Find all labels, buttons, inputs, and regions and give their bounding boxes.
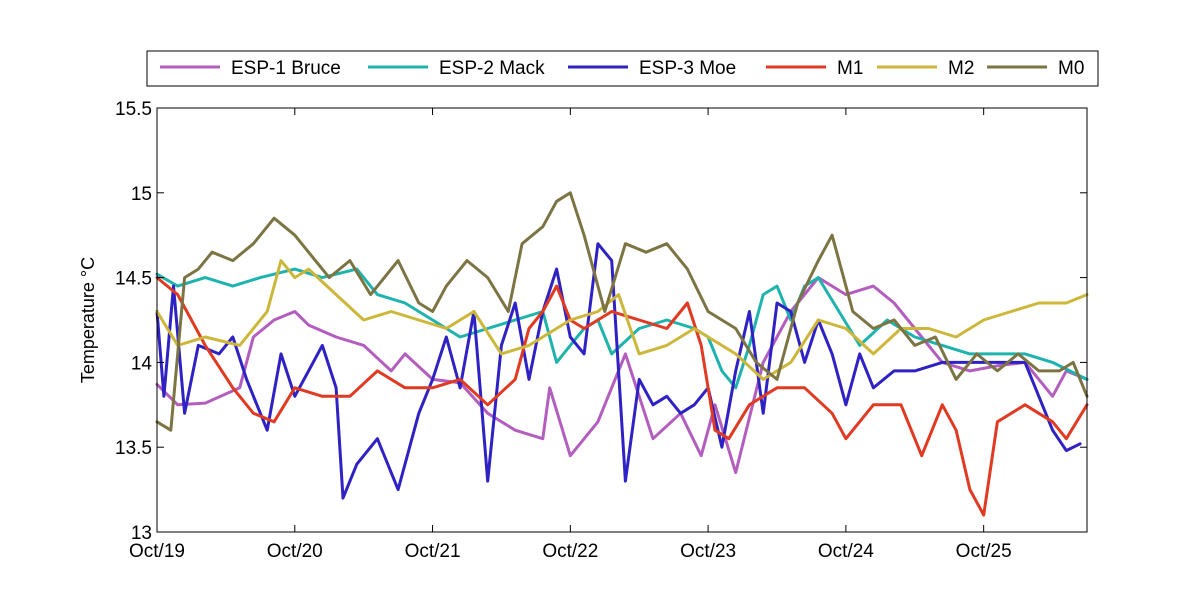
series-line-0 (155, 276, 1089, 475)
legend-label: ESP-2 Mack (439, 58, 545, 79)
y-tick-label: 15.5 (115, 99, 152, 120)
axes-box (156, 107, 1088, 533)
y-tick-label: 15 (131, 184, 152, 205)
legend-label: M0 (1058, 58, 1084, 79)
x-tick-label: Oct/19 (129, 541, 185, 562)
x-tick-label: Oct/25 (956, 541, 1012, 562)
x-tick-label: Oct/21 (405, 541, 461, 562)
x-tick-label: Oct/23 (680, 541, 736, 562)
y-tick-label: 13 (131, 523, 152, 544)
legend: ESP-1 Bruce ESP-2 Mack ESP-3 Moe M1 M2 M0 (146, 50, 1099, 87)
y-tick-label: 14 (131, 353, 153, 374)
series-line-2 (155, 242, 1082, 500)
legend-label: M1 (837, 58, 863, 79)
axis-ticks: Oct/19 Oct/20 Oct/21 Oct/22 Oct/23 Oct/24 Oct/… (115, 99, 1087, 562)
legend-label: ESP-3 Moe (639, 58, 736, 79)
y-axis-label: Temperature °C (78, 257, 98, 383)
series-line-1 (155, 267, 1089, 390)
legend-label: ESP-1 Bruce (231, 58, 341, 79)
y-tick-label: 13.5 (115, 438, 152, 459)
legend-label: M2 (948, 58, 974, 79)
series-line-5 (155, 191, 1089, 432)
series-lines (155, 191, 1089, 517)
x-tick-label: Oct/24 (818, 541, 874, 562)
x-tick-label: Oct/20 (267, 541, 323, 562)
y-tick-label: 14.5 (115, 269, 152, 290)
series-line-4 (155, 259, 1089, 381)
series-line-3 (155, 276, 1089, 517)
x-tick-label: Oct/22 (542, 541, 598, 562)
